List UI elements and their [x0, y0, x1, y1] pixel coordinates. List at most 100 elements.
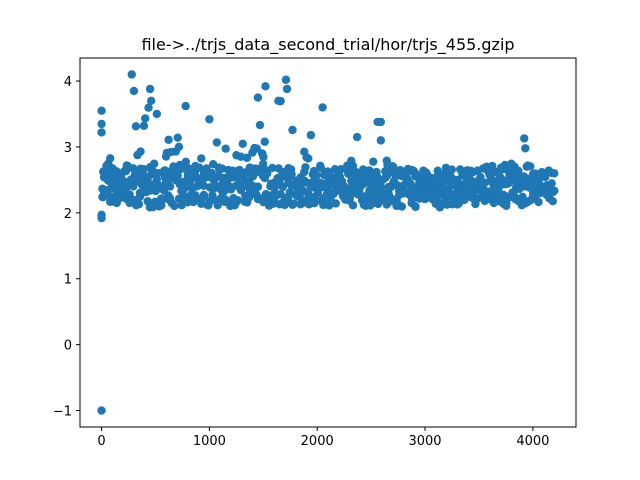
y-tick-label: 3: [64, 141, 72, 156]
data-point: [173, 133, 182, 142]
x-tick-label: 0: [97, 434, 105, 449]
data-point: [233, 196, 243, 205]
data-point: [411, 202, 420, 212]
data-point: [127, 70, 136, 79]
data-point: [197, 154, 206, 163]
x-axis: 0 1000 2000 3000 4000: [97, 427, 549, 449]
y-tick-label: 4: [64, 75, 72, 90]
data-point: [376, 136, 386, 145]
data-point: [140, 114, 150, 123]
data-point: [139, 121, 149, 131]
data-point: [406, 180, 415, 190]
data-point: [377, 183, 386, 192]
data-point: [318, 103, 327, 112]
data-point: [97, 210, 106, 220]
data-point: [521, 144, 530, 153]
data-point: [146, 96, 156, 106]
y-axis: −1 0 1 2 3 4: [53, 75, 80, 420]
data-point: [238, 139, 247, 149]
plot-frame: [79, 57, 577, 428]
data-point: [242, 153, 252, 163]
data-point: [97, 128, 106, 137]
data-point: [301, 163, 310, 172]
data-point: [502, 201, 511, 211]
data-point: [258, 159, 268, 169]
data-point: [289, 199, 298, 208]
data-point: [550, 186, 559, 195]
data-point: [105, 154, 115, 163]
data-point: [287, 170, 296, 179]
data-point: [97, 106, 106, 115]
data-point: [259, 152, 268, 162]
data-point: [348, 201, 358, 210]
data-point: [282, 84, 292, 94]
data-point: [145, 84, 155, 94]
data-point: [261, 82, 270, 91]
data-point: [369, 157, 378, 166]
data-point: [139, 164, 149, 174]
x-tick-label: 2000: [301, 434, 334, 449]
data-point: [376, 117, 386, 127]
data-point: [373, 199, 383, 209]
data-point: [181, 101, 190, 111]
data-point: [547, 179, 556, 188]
data-point: [97, 119, 106, 129]
data-point: [136, 147, 145, 156]
data-point: [205, 115, 214, 124]
data-point: [260, 137, 269, 146]
chart-title: file->../trjs_data_second_trial/hor/trjs…: [141, 35, 514, 55]
data-point: [213, 201, 222, 210]
data-point: [550, 169, 559, 178]
data-point: [165, 182, 175, 191]
data-point: [164, 135, 173, 144]
data-point: [548, 196, 558, 206]
y-tick-label: 1: [64, 273, 72, 288]
data-point: [221, 144, 230, 153]
x-tick-label: 3000: [408, 434, 441, 449]
data-point: [476, 172, 485, 182]
data-point: [306, 130, 316, 140]
data-point: [288, 125, 297, 135]
data-point: [152, 109, 162, 119]
data-point: [348, 161, 358, 171]
data-point: [312, 171, 321, 180]
data-point: [199, 192, 209, 202]
x-tick-label: 1000: [193, 434, 226, 449]
data-point: [129, 182, 138, 191]
data-point: [352, 132, 362, 142]
data-point: [149, 159, 159, 168]
data-point: [131, 122, 141, 131]
data-point: [526, 162, 535, 171]
data-point: [304, 154, 313, 163]
data-point: [274, 96, 283, 106]
data-point: [460, 195, 469, 205]
data-point: [173, 171, 182, 180]
data-point: [170, 201, 179, 211]
data-point: [174, 142, 184, 151]
data-point: [183, 163, 192, 173]
data-point: [268, 163, 277, 173]
data-point: [212, 138, 222, 147]
data-point: [397, 202, 407, 211]
data-point: [134, 199, 144, 209]
data-point: [281, 75, 291, 84]
data-point: [520, 134, 529, 143]
y-tick-label: −1: [53, 405, 72, 420]
data-point: [447, 165, 457, 174]
data-point: [263, 169, 272, 178]
data-point: [252, 144, 262, 153]
data-point: [310, 198, 319, 208]
data-point: [129, 86, 139, 96]
data-point: [255, 120, 265, 130]
data-point: [325, 201, 334, 210]
data-point: [534, 197, 543, 207]
data-point: [144, 103, 153, 112]
data-point: [253, 182, 263, 191]
data-point: [331, 199, 340, 208]
data-point: [97, 406, 106, 415]
x-tick-label: 4000: [516, 434, 549, 449]
y-tick-label: 0: [64, 339, 72, 354]
data-points: [97, 70, 559, 415]
